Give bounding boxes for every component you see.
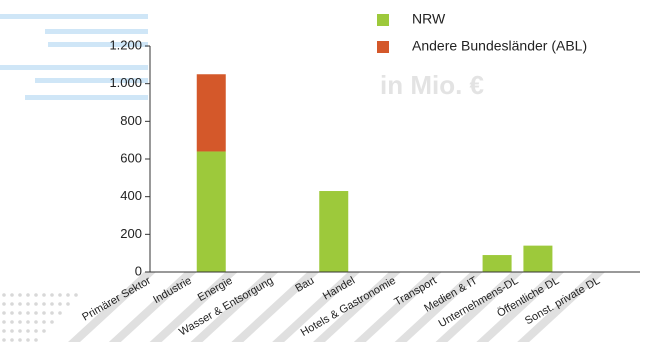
x-tick-label: Industrie: [151, 275, 194, 306]
label-stripe: [435, 272, 524, 342]
dot: [10, 302, 14, 306]
dot: [18, 320, 22, 324]
bar: [482, 255, 512, 272]
decor-stripes: [0, 14, 148, 100]
x-tick-label: Sonst. private DL: [523, 275, 602, 328]
dot: [18, 311, 22, 315]
legend-swatch: [377, 41, 389, 53]
bar: [523, 245, 553, 272]
label-stripe: [517, 272, 606, 342]
dot: [2, 329, 6, 333]
dot: [26, 293, 30, 297]
y-tick-label: 400: [120, 188, 142, 203]
decor-dots: [2, 293, 78, 342]
label-stripes: [68, 272, 606, 342]
dot: [34, 320, 38, 324]
dot: [10, 311, 14, 315]
dot: [42, 293, 46, 297]
label-stripe: [68, 272, 156, 342]
dot: [18, 338, 22, 342]
dot: [34, 302, 38, 306]
dot: [26, 302, 30, 306]
dot: [50, 320, 54, 324]
dot: [26, 320, 30, 324]
legend-label: Andere Bundesländer (ABL): [412, 38, 587, 54]
dot: [2, 311, 6, 315]
label-stripe: [190, 272, 279, 342]
dot: [74, 293, 78, 297]
label-stripe: [272, 272, 361, 342]
label-stripe: [108, 272, 197, 342]
dot: [50, 302, 54, 306]
dot: [42, 311, 46, 315]
y-tick-label: 200: [120, 226, 142, 241]
dot: [10, 293, 14, 297]
label-stripe: [353, 272, 442, 342]
dot: [58, 293, 62, 297]
dot: [10, 338, 14, 342]
dot: [34, 329, 38, 333]
dot: [58, 311, 62, 315]
dot: [66, 302, 70, 306]
dot: [42, 302, 46, 306]
y-tick-label: 0: [135, 263, 142, 278]
bar: [319, 191, 349, 272]
dot: [26, 329, 30, 333]
dot: [10, 329, 14, 333]
dot: [66, 293, 70, 297]
dot: [26, 338, 30, 342]
label-stripe: [313, 272, 401, 342]
label-stripe: [394, 272, 483, 342]
dot: [34, 311, 38, 315]
y-tick-label: 800: [120, 113, 142, 128]
dot: [2, 338, 6, 342]
legend-swatch: [377, 14, 389, 26]
dot: [58, 302, 62, 306]
unit-note: in Mio. €: [380, 70, 484, 100]
dot: [18, 293, 22, 297]
y-tick-label: 1.000: [109, 75, 142, 90]
dot: [42, 320, 46, 324]
dot: [26, 311, 30, 315]
dot: [2, 320, 6, 324]
dot: [34, 338, 38, 342]
dot: [34, 293, 38, 297]
y-tick-label: 600: [120, 150, 142, 165]
legend-label: NRW: [412, 11, 446, 27]
dot: [42, 329, 46, 333]
dot: [18, 329, 22, 333]
bar: [196, 74, 226, 152]
label-stripe: [476, 272, 565, 342]
label-stripe: [231, 272, 320, 342]
dot: [50, 293, 54, 297]
y-tick-label: 1.200: [109, 37, 142, 52]
dot: [10, 320, 14, 324]
bar: [196, 151, 226, 272]
label-stripe: [149, 272, 238, 342]
dot: [2, 293, 6, 297]
dot: [2, 302, 6, 306]
dot: [50, 311, 54, 315]
dot: [18, 302, 22, 306]
